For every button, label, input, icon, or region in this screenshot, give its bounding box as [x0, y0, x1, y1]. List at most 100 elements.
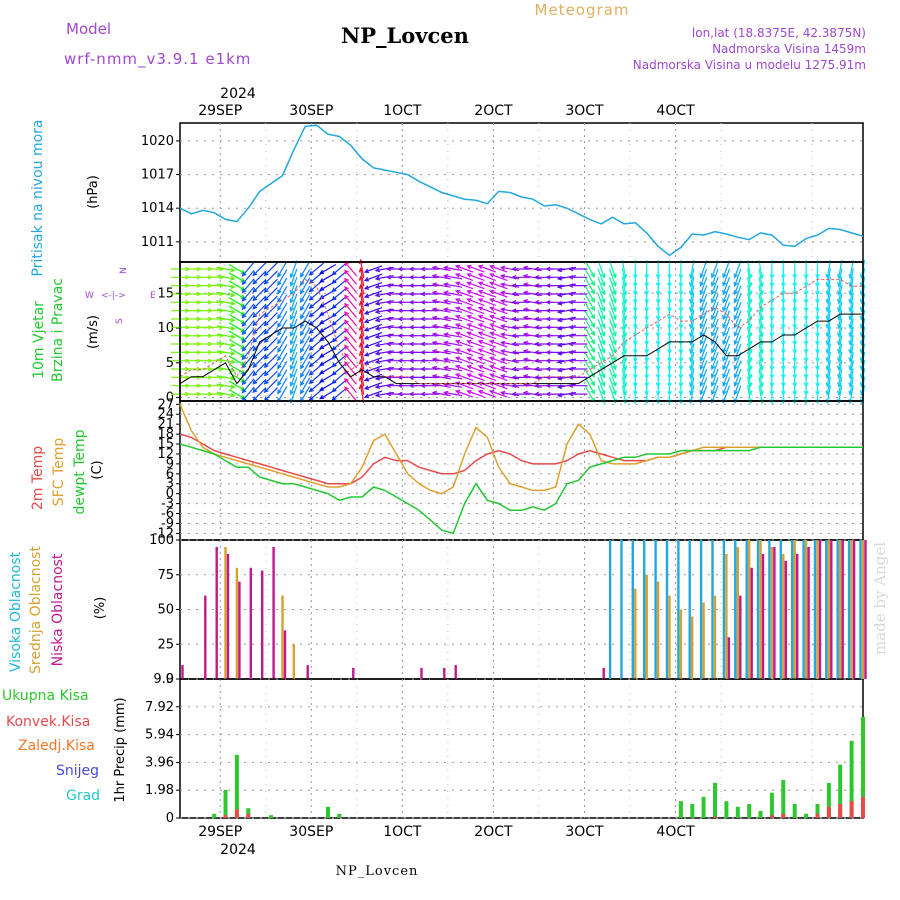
wind-arrow-head: [489, 389, 495, 395]
wind-arrow: [332, 371, 347, 384]
wind-arrow-head: [792, 324, 798, 330]
wind-arrow-head: [522, 374, 528, 379]
wind-arrow: [344, 328, 357, 343]
wind-arrow: [360, 385, 365, 404]
y-tick-label: 0: [166, 487, 174, 502]
wind-arrow-head: [308, 270, 314, 276]
wind-arrow: [264, 345, 278, 360]
wind-ylabel-2: Brzina i Pravac: [50, 278, 66, 382]
cloud-bar: [272, 547, 275, 679]
wind-arrow: [277, 294, 288, 311]
wind-arrow: [838, 268, 843, 287]
wind-arrow-head: [385, 324, 392, 330]
wind-arrow-head: [522, 390, 528, 396]
wind-arrow-head: [848, 315, 853, 321]
wind-arrow: [478, 357, 497, 365]
wind-arrow-head: [533, 316, 540, 322]
wind-arrow: [849, 309, 854, 329]
wind-arrow: [228, 263, 245, 275]
wind-arrow-head: [733, 281, 739, 287]
wind-arrow-head: [667, 282, 672, 288]
wind-arrow: [838, 326, 843, 345]
wind-arrow: [277, 352, 288, 369]
wind-arrow: [228, 280, 245, 291]
wind-arrow-head: [699, 281, 704, 287]
wind-arrow: [375, 308, 394, 313]
wind-arrow: [300, 285, 311, 303]
wind-arrow-head: [667, 307, 672, 313]
wind-arrow-head: [710, 281, 716, 287]
wind-arrow: [747, 351, 752, 370]
wind-arrow: [734, 385, 742, 403]
precip-total-bar: [234, 754, 239, 818]
wind-arrow-head: [363, 327, 370, 332]
wind-arrow-head: [655, 390, 661, 397]
y-tick-label: 15: [157, 437, 174, 452]
wind-arrow-head: [466, 281, 472, 286]
wind-arrow: [364, 282, 383, 290]
wind-arrow: [467, 365, 485, 373]
wind-arrow: [264, 262, 278, 276]
wind-arrow: [722, 360, 731, 378]
wind-arrow-head: [252, 338, 258, 343]
wind-arrow-head: [644, 374, 650, 380]
wind-arrow: [432, 375, 451, 380]
wind-arrow: [501, 366, 520, 372]
wind-arrow: [758, 368, 763, 387]
wind-arrow: [290, 335, 298, 353]
top-day-label: 3OCT: [565, 103, 604, 119]
wind-arrow-head: [289, 315, 295, 321]
wind-arrow: [252, 362, 267, 376]
wind-arrow-head: [277, 331, 282, 337]
wind-arrow: [597, 360, 605, 378]
legend-total-rain: Ukupna Kisa: [2, 688, 89, 704]
wind-arrow-head: [803, 290, 809, 296]
station-title: NP_Lovcen: [341, 23, 469, 48]
precip-conv-bar: [861, 796, 865, 818]
wind-arrow-head: [815, 390, 820, 397]
wind-arrow-head: [319, 353, 325, 358]
wind-arrow: [747, 268, 752, 287]
wind-arrow: [432, 283, 451, 288]
precip-conv-bar: [826, 806, 831, 818]
wind-arrow: [722, 351, 731, 370]
wind-arrow-head: [420, 358, 426, 364]
wind-arrow-head: [678, 274, 684, 280]
cloud-bar: [654, 540, 657, 679]
wind-arrow-head: [759, 382, 764, 388]
y-tick-label: 50: [157, 603, 174, 618]
compass-w: W: [85, 291, 94, 301]
wind-arrow-head: [568, 383, 574, 389]
wind-arrow: [467, 340, 485, 348]
temp2m-ylabel: 2m Temp: [30, 446, 46, 510]
bottom-year: 2024: [220, 842, 256, 858]
wind-arrow-head: [688, 298, 694, 305]
wind-arrow: [277, 327, 288, 344]
wind-arrow: [444, 375, 463, 380]
wind-arrow: [300, 260, 311, 278]
wind-arrow: [300, 302, 311, 319]
precip-ylabel: 1hr Precip (mm): [113, 697, 128, 802]
wind-arrow: [700, 360, 708, 378]
wind-arrow-head: [344, 286, 349, 292]
wind-arrow-head: [420, 266, 426, 272]
wind-arrow-head: [263, 329, 269, 335]
wind-arrow-head: [600, 315, 606, 321]
wind-arrow-head: [600, 281, 606, 287]
wind-arrow: [711, 335, 719, 353]
wind-arrow-head: [792, 340, 798, 347]
wind-arrow-head: [241, 363, 247, 369]
wind-arrow-head: [522, 290, 528, 296]
wind-arrow-head: [385, 291, 392, 297]
wind-arrow-head: [289, 348, 295, 354]
wind-arrow-head: [431, 357, 437, 362]
wind-arrow-head: [442, 282, 449, 287]
wind-arrow: [722, 285, 731, 303]
wind-arrow-head: [408, 316, 414, 322]
wind-arrow-head: [385, 366, 392, 372]
wind-arrow: [277, 285, 288, 303]
wind-arrow-head: [825, 298, 831, 305]
wind-arrow: [490, 357, 508, 365]
wind-arrow-head: [655, 307, 661, 313]
wind-arrow: [597, 343, 605, 362]
